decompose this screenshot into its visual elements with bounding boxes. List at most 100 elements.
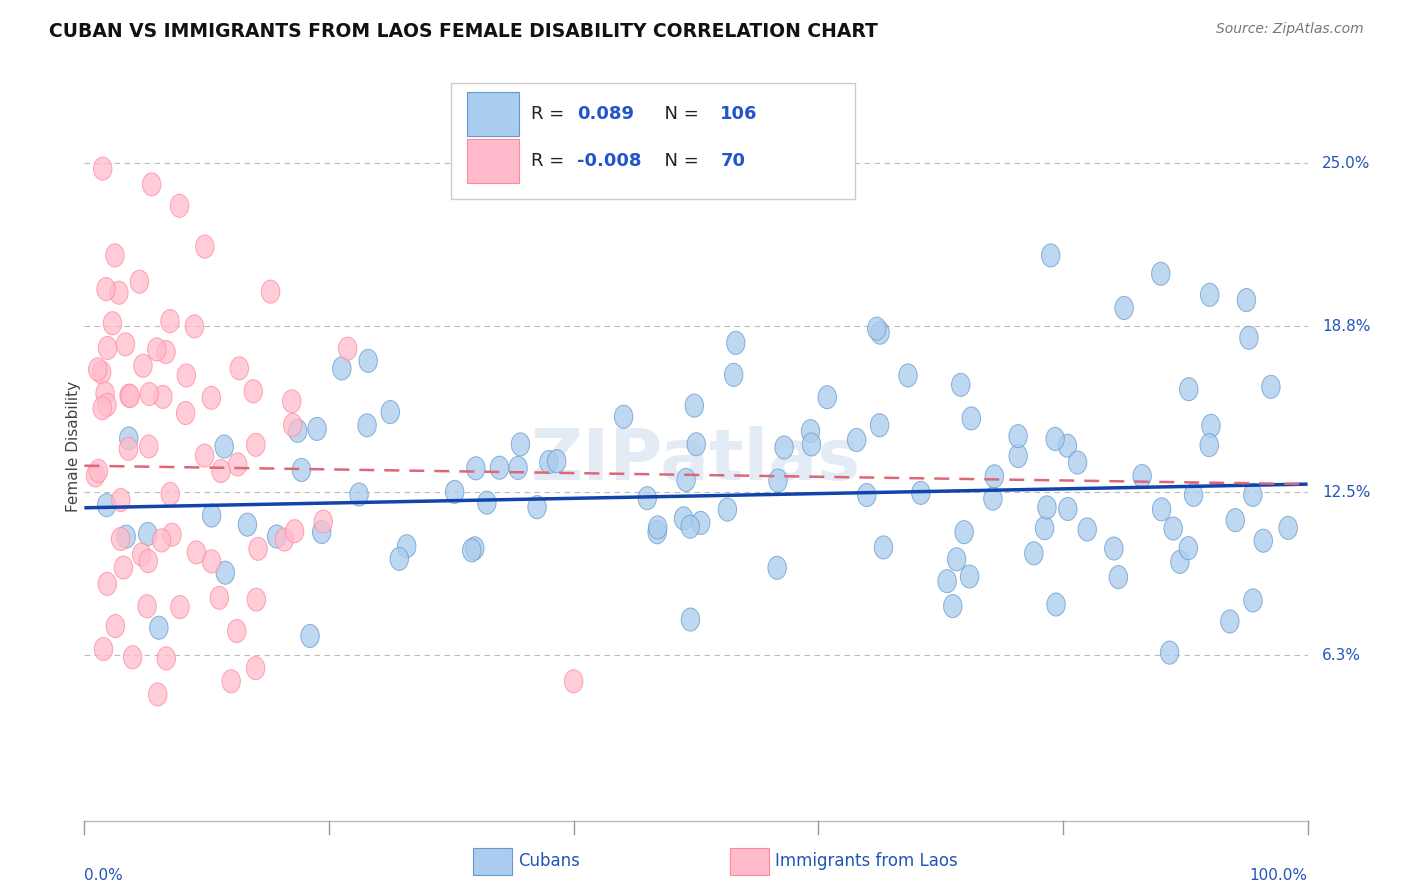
- Ellipse shape: [202, 549, 221, 573]
- Ellipse shape: [1153, 498, 1171, 521]
- Ellipse shape: [1220, 610, 1239, 633]
- Ellipse shape: [312, 520, 330, 543]
- Ellipse shape: [103, 311, 122, 334]
- Ellipse shape: [186, 315, 204, 338]
- Ellipse shape: [153, 385, 172, 409]
- Ellipse shape: [868, 318, 886, 340]
- Ellipse shape: [1244, 589, 1263, 612]
- Ellipse shape: [202, 504, 221, 527]
- Ellipse shape: [614, 405, 633, 428]
- Ellipse shape: [1010, 444, 1028, 467]
- Ellipse shape: [284, 413, 302, 436]
- Ellipse shape: [134, 354, 152, 377]
- FancyBboxPatch shape: [467, 92, 519, 136]
- Ellipse shape: [157, 341, 176, 364]
- Ellipse shape: [98, 393, 117, 417]
- Ellipse shape: [245, 380, 263, 403]
- Ellipse shape: [463, 539, 481, 562]
- Ellipse shape: [152, 529, 170, 552]
- Ellipse shape: [1133, 465, 1152, 488]
- Ellipse shape: [1105, 537, 1123, 560]
- Ellipse shape: [138, 595, 156, 618]
- Ellipse shape: [1025, 541, 1043, 565]
- FancyBboxPatch shape: [474, 847, 513, 874]
- Ellipse shape: [527, 496, 547, 519]
- Ellipse shape: [491, 456, 509, 479]
- Ellipse shape: [117, 525, 135, 549]
- Ellipse shape: [848, 428, 866, 451]
- Text: 0.089: 0.089: [578, 105, 634, 123]
- Ellipse shape: [1201, 434, 1219, 457]
- Ellipse shape: [131, 270, 149, 293]
- Ellipse shape: [727, 331, 745, 354]
- Ellipse shape: [688, 433, 706, 456]
- Ellipse shape: [1279, 516, 1298, 540]
- Ellipse shape: [247, 588, 266, 611]
- Ellipse shape: [212, 459, 231, 483]
- Ellipse shape: [195, 444, 214, 467]
- Ellipse shape: [107, 615, 125, 638]
- Ellipse shape: [1038, 496, 1056, 519]
- Ellipse shape: [724, 363, 742, 386]
- Ellipse shape: [170, 596, 190, 619]
- Ellipse shape: [114, 556, 132, 579]
- Ellipse shape: [249, 537, 267, 560]
- Ellipse shape: [389, 548, 409, 571]
- Ellipse shape: [1243, 483, 1263, 507]
- Ellipse shape: [692, 511, 710, 534]
- Ellipse shape: [1059, 498, 1077, 521]
- Text: 25.0%: 25.0%: [1322, 156, 1371, 171]
- Ellipse shape: [195, 235, 214, 258]
- Ellipse shape: [638, 487, 657, 509]
- Ellipse shape: [1184, 483, 1202, 507]
- Ellipse shape: [105, 244, 124, 267]
- Ellipse shape: [89, 459, 108, 483]
- Ellipse shape: [139, 549, 157, 573]
- Text: 18.8%: 18.8%: [1322, 318, 1371, 334]
- Ellipse shape: [467, 457, 485, 480]
- Ellipse shape: [1226, 508, 1244, 532]
- Ellipse shape: [540, 450, 558, 474]
- Ellipse shape: [97, 493, 115, 516]
- Ellipse shape: [1069, 451, 1087, 474]
- Ellipse shape: [228, 620, 246, 642]
- Ellipse shape: [98, 573, 117, 596]
- Ellipse shape: [187, 541, 205, 564]
- Ellipse shape: [943, 595, 962, 617]
- Ellipse shape: [1115, 296, 1133, 319]
- Ellipse shape: [229, 453, 247, 476]
- Ellipse shape: [1010, 425, 1028, 448]
- Ellipse shape: [870, 321, 889, 344]
- Ellipse shape: [202, 386, 221, 409]
- Ellipse shape: [681, 516, 699, 538]
- Ellipse shape: [222, 670, 240, 693]
- Ellipse shape: [962, 407, 980, 430]
- Ellipse shape: [948, 548, 966, 571]
- Ellipse shape: [478, 491, 496, 514]
- Ellipse shape: [285, 520, 304, 543]
- Text: Immigrants from Laos: Immigrants from Laos: [776, 852, 959, 870]
- Ellipse shape: [564, 670, 583, 693]
- Text: N =: N =: [654, 153, 704, 170]
- Ellipse shape: [139, 435, 157, 458]
- Ellipse shape: [333, 357, 352, 380]
- Ellipse shape: [818, 385, 837, 409]
- Ellipse shape: [139, 523, 157, 546]
- Ellipse shape: [1035, 516, 1054, 540]
- Ellipse shape: [465, 537, 484, 560]
- Ellipse shape: [682, 608, 700, 632]
- Ellipse shape: [675, 507, 693, 530]
- Ellipse shape: [1261, 376, 1279, 399]
- Ellipse shape: [1047, 593, 1066, 616]
- Ellipse shape: [648, 516, 666, 539]
- Ellipse shape: [911, 482, 929, 504]
- Text: 106: 106: [720, 105, 758, 123]
- Y-axis label: Female Disability: Female Disability: [66, 380, 80, 512]
- Ellipse shape: [110, 281, 128, 304]
- Ellipse shape: [283, 390, 301, 413]
- Ellipse shape: [111, 527, 129, 550]
- Text: Cubans: Cubans: [519, 852, 581, 870]
- Ellipse shape: [858, 483, 876, 507]
- Ellipse shape: [512, 433, 530, 456]
- Ellipse shape: [1240, 326, 1258, 350]
